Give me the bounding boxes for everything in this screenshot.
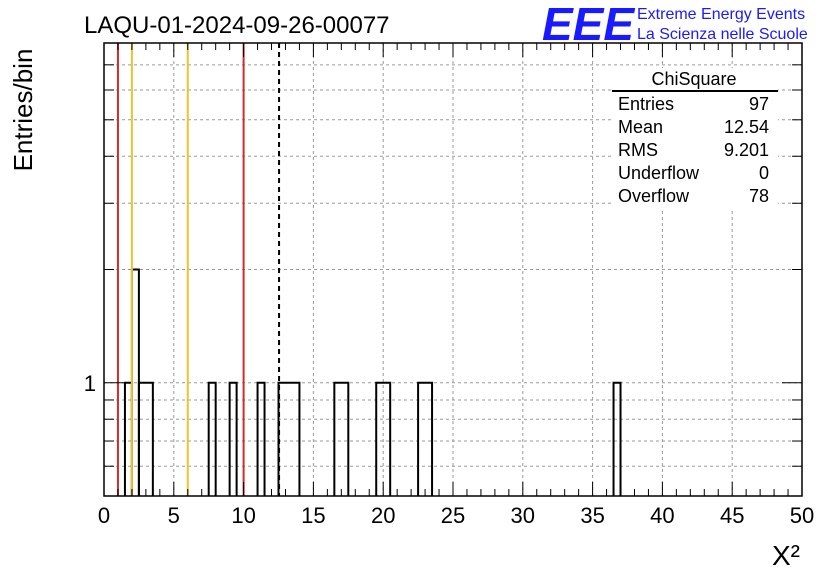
eee-logo: EEE bbox=[542, 0, 635, 50]
stats-row-value: 97 bbox=[749, 94, 769, 114]
stats-row-label: RMS bbox=[618, 140, 658, 160]
histogram-bars bbox=[123, 268, 622, 496]
stats-row-label: Entries bbox=[618, 94, 674, 114]
histogram-bin bbox=[375, 381, 392, 496]
logo-line-2: La Scienza nelle Scuole bbox=[637, 26, 808, 43]
histogram-bin bbox=[207, 381, 217, 496]
chart-title: LAQU-01-2024-09-26-00077 bbox=[84, 12, 390, 39]
x-axis-title: X² bbox=[772, 540, 800, 571]
stats-rows: Entries 97 Mean 12.54 RMS 9.201 Underflow 0 Over… bbox=[618, 94, 769, 206]
stats-row-label: Mean bbox=[618, 117, 663, 137]
stats-box-title: ChiSquare bbox=[651, 69, 736, 89]
x-tick-label: 0 bbox=[98, 503, 110, 528]
stats-row-label: Underflow bbox=[618, 163, 700, 183]
axes-layer: 0 5 10 15 20 25 30 35 40 45 50 1 bbox=[84, 42, 814, 528]
x-tick-label: 10 bbox=[231, 503, 255, 528]
reference-lines bbox=[116, 43, 281, 496]
x-tick-label: 5 bbox=[168, 503, 180, 528]
stats-row-value: 78 bbox=[749, 186, 769, 206]
logo-line-1: Extreme Energy Events bbox=[637, 6, 805, 23]
stats-row-value: 0 bbox=[759, 163, 769, 183]
x-tick-label: 40 bbox=[650, 503, 674, 528]
x-tick-label: 45 bbox=[720, 503, 744, 528]
x-tick-label: 35 bbox=[580, 503, 604, 528]
histogram-bin bbox=[417, 381, 434, 496]
histogram-bin bbox=[333, 381, 350, 496]
stats-row-value: 12.54 bbox=[724, 117, 769, 137]
y-axis-title: Entries/bin bbox=[8, 49, 38, 172]
histogram-bin bbox=[137, 381, 154, 496]
histogram-bin bbox=[612, 381, 622, 496]
grid-layer bbox=[104, 43, 802, 496]
histogram-bin bbox=[228, 381, 238, 496]
x-tick-label: 30 bbox=[511, 503, 535, 528]
stats-box: ChiSquare Entries 97 Mean 12.54 RMS 9.201 Unde… bbox=[612, 68, 778, 208]
x-tick-label: 50 bbox=[790, 503, 814, 528]
stats-row-value: 9.201 bbox=[724, 140, 769, 160]
histogram-bin bbox=[256, 381, 266, 496]
stats-row-label: Overflow bbox=[618, 186, 690, 206]
x-tick-label: 20 bbox=[371, 503, 395, 528]
y-tick-label: 1 bbox=[84, 371, 96, 396]
x-tick-label: 15 bbox=[301, 503, 325, 528]
x-tick-label: 25 bbox=[441, 503, 465, 528]
